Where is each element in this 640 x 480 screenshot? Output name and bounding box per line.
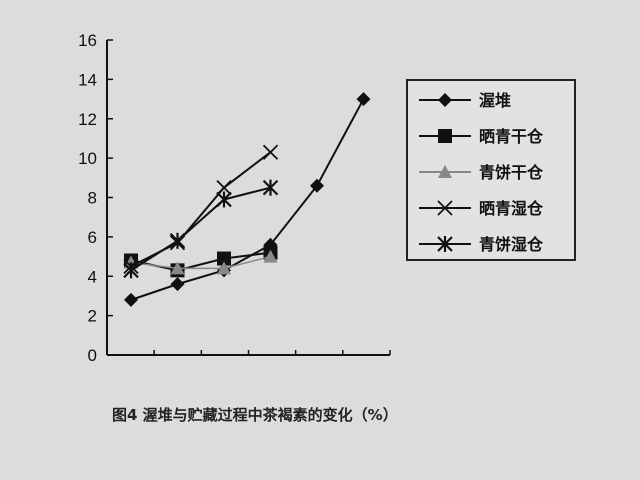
legend-item: 青饼湿仓 [419, 235, 544, 254]
axes [106, 40, 391, 356]
series-1 [124, 92, 371, 307]
diamond-marker [170, 277, 185, 292]
diamond-marker [310, 178, 324, 193]
y-tick-label: 16 [78, 31, 97, 50]
legend-label: 晒青湿仓 [479, 199, 544, 218]
series-line [130, 186, 271, 272]
star-marker [216, 191, 232, 208]
legend-label: 渥堆 [479, 91, 511, 110]
series-group [123, 92, 371, 307]
triangle-marker [263, 249, 278, 263]
y-tick-label: 10 [78, 149, 97, 168]
y-tick-label: 6 [88, 228, 97, 247]
series-line [130, 98, 365, 301]
y-tick-label: 12 [78, 110, 97, 129]
x-marker [216, 180, 232, 196]
square-marker [438, 129, 452, 143]
diamond-marker [438, 93, 452, 107]
diamond-marker [124, 292, 138, 307]
y-tick-label: 14 [78, 70, 97, 89]
diamond-marker [356, 92, 371, 107]
star-marker [123, 262, 139, 279]
legend-item: 晒青干仓 [419, 127, 544, 146]
series-line [130, 151, 272, 268]
series-line [130, 255, 271, 270]
triangle-marker [438, 165, 452, 178]
legend-label: 晒青干仓 [479, 127, 544, 146]
y-tick-label: 0 [88, 346, 97, 365]
triangle-marker [217, 261, 231, 275]
legend-box [406, 79, 576, 261]
figure-caption: 图4 渥堆与贮藏过程中茶褐素的变化（%） [112, 406, 398, 424]
legend-item: 晒青湿仓 [419, 199, 544, 218]
star-marker [262, 179, 279, 196]
triangle-marker [170, 261, 185, 275]
y-tick-label: 2 [88, 307, 97, 326]
star-marker [169, 232, 186, 249]
y-tick-label: 4 [88, 267, 97, 286]
series-5 [123, 179, 279, 279]
legend-label: 青饼干仓 [479, 163, 544, 182]
legend-label: 青饼湿仓 [479, 235, 544, 254]
legend-item: 渥堆 [419, 91, 511, 110]
star-marker [437, 236, 453, 252]
series-2 [124, 245, 278, 278]
square-marker [217, 251, 231, 266]
x-marker [262, 144, 279, 160]
x-marker [437, 200, 453, 216]
y-tick-label: 8 [88, 189, 97, 208]
legend-item: 青饼干仓 [419, 163, 544, 182]
y-axis-ticks: 0 2 4 6 8 10 12 14 16 [78, 31, 113, 365]
